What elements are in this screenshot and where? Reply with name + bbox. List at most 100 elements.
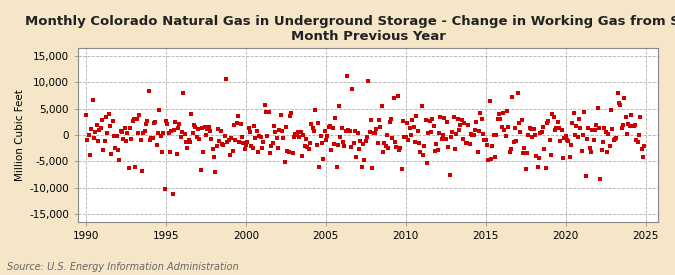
Point (174, 122, 185, 127)
Point (421, 117, 431, 122)
Point (639, 144, 649, 148)
Point (466, 132, 477, 136)
Point (571, 124, 582, 128)
Point (363, 79, 374, 83)
Point (311, 142, 322, 147)
Point (300, 136, 311, 141)
Point (370, 131, 381, 136)
Point (182, 146, 192, 150)
Point (497, 110, 508, 115)
Point (287, 151, 298, 155)
Point (128, 119, 138, 123)
Point (138, 131, 148, 135)
Point (326, 147, 337, 152)
Point (556, 128, 567, 132)
Point (493, 112, 504, 116)
Point (459, 121, 470, 126)
Point (576, 149, 587, 153)
Point (336, 125, 347, 130)
Point (443, 144, 454, 149)
Point (374, 118, 385, 123)
Point (199, 125, 210, 129)
Point (250, 136, 261, 140)
Point (294, 134, 304, 139)
Point (555, 139, 566, 144)
Point (181, 140, 192, 145)
Point (236, 134, 247, 139)
Point (90, 129, 101, 134)
Point (251, 129, 262, 133)
Y-axis label: Million Cubic Feet: Million Cubic Feet (15, 89, 25, 181)
Point (159, 187, 170, 191)
Point (209, 155, 219, 159)
Point (153, 131, 163, 136)
Point (536, 130, 547, 134)
Point (80, 113, 91, 118)
Point (444, 173, 455, 178)
Point (350, 129, 360, 133)
Point (211, 144, 222, 148)
Point (454, 128, 464, 132)
Point (485, 156, 496, 161)
Point (335, 135, 346, 139)
Point (295, 130, 306, 134)
Point (258, 140, 269, 144)
Point (166, 128, 177, 133)
Point (302, 145, 313, 149)
Point (515, 130, 526, 134)
Point (270, 130, 281, 135)
Point (252, 150, 263, 154)
Point (110, 146, 121, 150)
Point (533, 156, 544, 161)
Point (506, 146, 516, 151)
Point (518, 150, 529, 155)
Point (262, 134, 273, 138)
Point (240, 143, 251, 147)
Point (254, 134, 265, 138)
Point (214, 139, 225, 143)
Point (478, 132, 489, 136)
Point (230, 138, 241, 142)
Point (552, 120, 563, 125)
Point (315, 134, 326, 139)
Point (470, 128, 481, 132)
Point (200, 133, 211, 137)
Point (364, 130, 375, 134)
Point (298, 133, 308, 138)
Point (82, 138, 92, 143)
Point (259, 102, 270, 107)
Point (615, 103, 626, 107)
Point (583, 126, 594, 131)
Point (226, 135, 237, 140)
Point (130, 165, 141, 169)
Point (378, 150, 389, 155)
Point (508, 140, 519, 145)
Point (203, 125, 214, 130)
Point (458, 137, 468, 141)
Point (157, 150, 167, 154)
Point (597, 140, 608, 144)
Point (304, 141, 315, 145)
Point (570, 133, 580, 137)
Point (479, 138, 490, 143)
Point (619, 96, 630, 101)
Point (605, 108, 616, 113)
Point (329, 141, 340, 146)
Point (243, 125, 254, 130)
Point (165, 150, 176, 155)
Point (448, 115, 459, 120)
Point (412, 129, 423, 133)
Point (136, 169, 147, 173)
Point (388, 96, 399, 101)
Point (496, 125, 507, 129)
Point (281, 125, 292, 129)
Point (408, 125, 419, 129)
Point (540, 166, 551, 170)
Point (151, 143, 162, 147)
Point (180, 131, 190, 136)
Point (489, 155, 500, 160)
Point (382, 133, 393, 137)
Point (92, 139, 103, 143)
Point (117, 130, 128, 134)
Point (585, 150, 596, 154)
